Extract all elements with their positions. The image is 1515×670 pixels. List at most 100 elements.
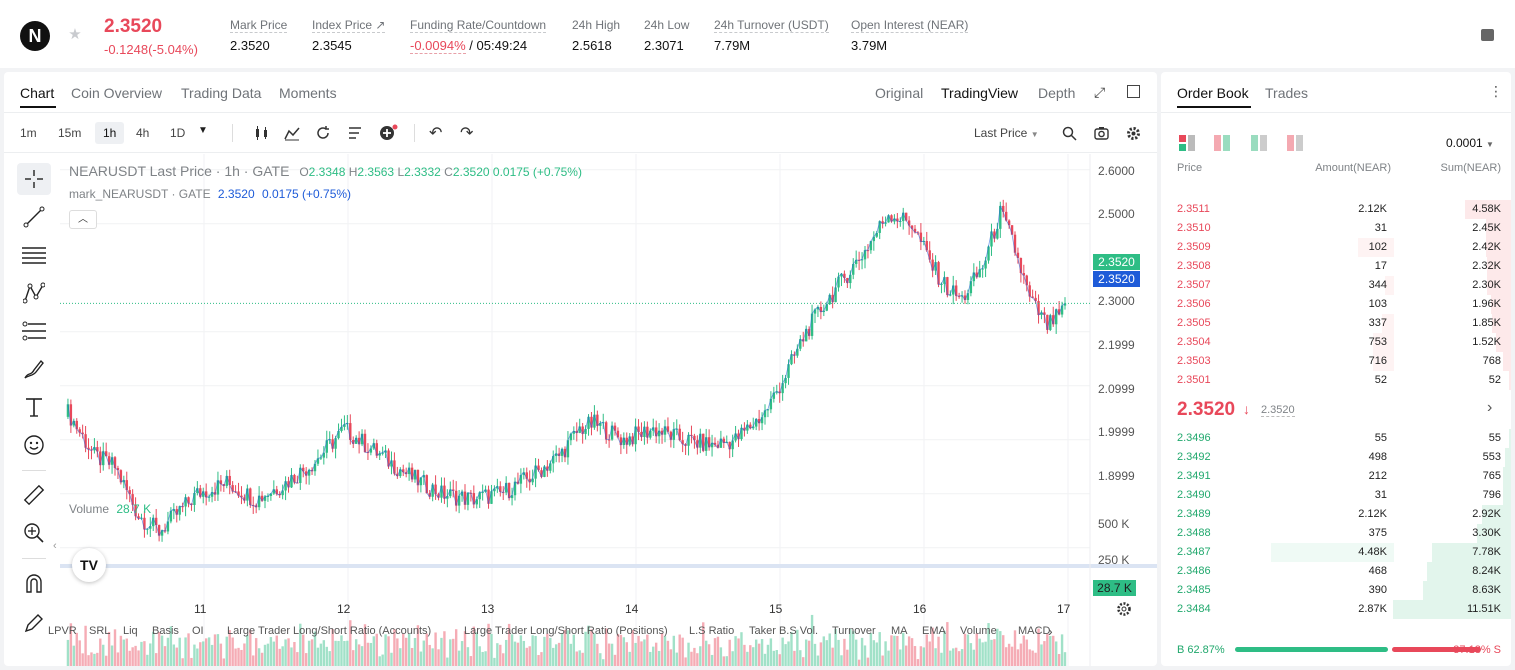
undo-icon[interactable]: ↶ — [429, 125, 443, 142]
brush-icon[interactable] — [17, 353, 51, 385]
layout-asks-icon[interactable] — [1287, 135, 1303, 151]
precision-select[interactable]: 0.0001 ▼ — [1446, 136, 1494, 150]
price-type-select[interactable]: Last Price ▼ — [974, 126, 1039, 140]
volume-bar — [172, 644, 176, 666]
tradingview-logo-icon[interactable]: TV — [72, 548, 106, 582]
tab-moments[interactable]: Moments — [279, 85, 337, 101]
bid-row[interactable]: 2.3484 2.87K 11.51K — [1161, 600, 1511, 619]
horizontal-lines-icon[interactable] — [17, 239, 51, 271]
volume-bar — [278, 648, 281, 666]
expand-icon[interactable]: ⤢ — [1094, 84, 1106, 100]
tab-chart[interactable]: Chart — [20, 85, 55, 101]
bid-row[interactable]: 2.3487 4.48K 7.78K — [1161, 543, 1511, 562]
indicator-taker-bs-vol[interactable]: Taker B.S Vol. — [749, 625, 819, 637]
view-tradingview[interactable]: TradingView — [941, 85, 1019, 101]
templates-icon[interactable] — [347, 125, 363, 141]
view-original[interactable]: Original — [875, 85, 924, 101]
pencil-lock-icon[interactable] — [17, 607, 51, 639]
emoji-icon[interactable] — [17, 429, 51, 461]
volume-bar — [234, 648, 237, 666]
layout-bids-icon[interactable] — [1251, 135, 1267, 151]
indicator-lpvr[interactable]: LPVR — [48, 625, 77, 637]
search-icon[interactable] — [1062, 126, 1077, 141]
favorite-star-icon[interactable]: ★ — [68, 26, 82, 43]
indicator-ema[interactable]: EMA — [922, 625, 946, 637]
ask-row[interactable]: 2.3506 103 1.96K — [1161, 295, 1511, 314]
volume-bar — [422, 640, 426, 666]
indicator-ls-ratio[interactable]: L.S Ratio — [689, 625, 735, 637]
collapse-toolbar-icon[interactable]: ‹ — [53, 540, 57, 552]
view-depth[interactable]: Depth — [1038, 85, 1076, 101]
chevron-down-icon[interactable]: ▼ — [198, 125, 208, 136]
fib-icon[interactable] — [17, 315, 51, 347]
indicator-volume[interactable]: Volume — [960, 625, 997, 637]
layout-both-icon[interactable] — [1179, 135, 1195, 151]
indicator-oi[interactable]: OI — [192, 625, 204, 637]
indicator-basis[interactable]: Basis — [152, 625, 179, 637]
alert-add-icon[interactable] — [379, 124, 399, 142]
candles-icon[interactable] — [254, 125, 270, 141]
bid-row[interactable]: 2.3491 212 765 — [1161, 467, 1511, 486]
crosshair-icon[interactable] — [17, 163, 51, 195]
timeframe-15m[interactable]: 15m — [58, 126, 82, 140]
bid-row[interactable]: 2.3489 2.12K 2.92K — [1161, 505, 1511, 524]
ask-row[interactable]: 2.3505 337 1.85K — [1161, 314, 1511, 333]
index-price-stat[interactable]: Index Price ↗ 2.3545 — [312, 18, 386, 53]
trend-line-icon[interactable] — [17, 201, 51, 233]
indicator-liq[interactable]: Liq — [123, 625, 138, 637]
ask-row[interactable]: 2.3501 52 52 — [1161, 371, 1511, 390]
magnet-icon[interactable] — [17, 567, 51, 599]
axis-settings-icon[interactable] — [1116, 601, 1132, 617]
layout-mixed-icon[interactable] — [1214, 135, 1230, 151]
ask-row[interactable]: 2.3511 2.12K 4.58K — [1161, 200, 1511, 219]
settings-gear-icon[interactable] — [1126, 126, 1141, 141]
tab-trades[interactable]: Trades — [1265, 85, 1309, 101]
active-tab-indicator — [20, 106, 56, 108]
indicator-turnover[interactable]: Turnover — [832, 625, 876, 637]
ruler-icon[interactable] — [17, 479, 51, 511]
redo-icon[interactable]: ↷ — [460, 125, 474, 142]
volume-bar — [113, 629, 117, 666]
collapse-legend-button[interactable]: ︿ — [69, 210, 97, 229]
bid-row[interactable]: 2.3486 468 8.24K — [1161, 562, 1511, 581]
book-icon[interactable] — [1481, 29, 1494, 41]
pattern-icon[interactable] — [17, 277, 51, 309]
window-icon[interactable] — [1127, 85, 1140, 98]
indicator-ma[interactable]: MA — [891, 625, 908, 637]
candlestick-chart[interactable] — [60, 154, 1157, 666]
mark-symbol: mark_NEARUSDT · GATE — [69, 187, 211, 201]
indicator-large-trader-accounts[interactable]: Large Trader Long/Short Ratio (Accounts) — [227, 625, 432, 637]
chevron-right-icon[interactable]: › — [1487, 399, 1493, 416]
indicator-large-trader-positions[interactable]: Large Trader Long/Short Ratio (Positions… — [464, 625, 668, 637]
text-tool-icon[interactable] — [17, 391, 51, 423]
bid-row[interactable]: 2.3496 55 55 — [1161, 429, 1511, 448]
tab-order-book[interactable]: Order Book — [1177, 85, 1249, 101]
chevron-right-icon[interactable]: › — [1048, 624, 1053, 639]
ask-row[interactable]: 2.3509 102 2.42K — [1161, 238, 1511, 257]
timeframe-1h[interactable]: 1h — [95, 122, 125, 144]
indicators-icon[interactable] — [284, 125, 300, 141]
order-price: 2.3487 — [1177, 546, 1211, 558]
ask-row[interactable]: 2.3508 17 2.32K — [1161, 257, 1511, 276]
ask-row[interactable]: 2.3510 31 2.45K — [1161, 219, 1511, 238]
ask-row[interactable]: 2.3507 344 2.30K — [1161, 276, 1511, 295]
compare-icon[interactable] — [315, 125, 331, 141]
ask-row[interactable]: 2.3504 753 1.52K — [1161, 333, 1511, 352]
bid-row[interactable]: 2.3488 375 3.30K — [1161, 524, 1511, 543]
timeframe-4h[interactable]: 4h — [136, 126, 150, 140]
timeframe-1d[interactable]: 1D — [170, 126, 186, 140]
volume-bar — [149, 643, 152, 666]
camera-icon[interactable] — [1094, 126, 1109, 140]
indicator-macd[interactable]: MACD — [1018, 625, 1051, 637]
more-vertical-icon[interactable]: ⋮ — [1489, 83, 1503, 99]
timeframe-1m[interactable]: 1m — [20, 126, 37, 140]
candle-body — [728, 441, 731, 450]
indicator-srl[interactable]: SRL — [89, 625, 111, 637]
tab-trading-data[interactable]: Trading Data — [181, 85, 262, 101]
bid-row[interactable]: 2.3492 498 553 — [1161, 448, 1511, 467]
bid-row[interactable]: 2.3485 390 8.63K — [1161, 581, 1511, 600]
bid-row[interactable]: 2.3490 31 796 — [1161, 486, 1511, 505]
ask-row[interactable]: 2.3503 716 768 — [1161, 352, 1511, 371]
zoom-in-icon[interactable] — [17, 517, 51, 549]
tab-coin-overview[interactable]: Coin Overview — [71, 85, 163, 101]
